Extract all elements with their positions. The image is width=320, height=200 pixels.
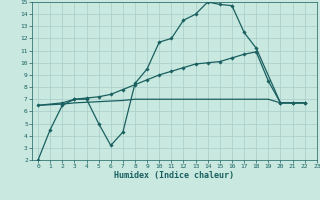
X-axis label: Humidex (Indice chaleur): Humidex (Indice chaleur) [115,171,234,180]
